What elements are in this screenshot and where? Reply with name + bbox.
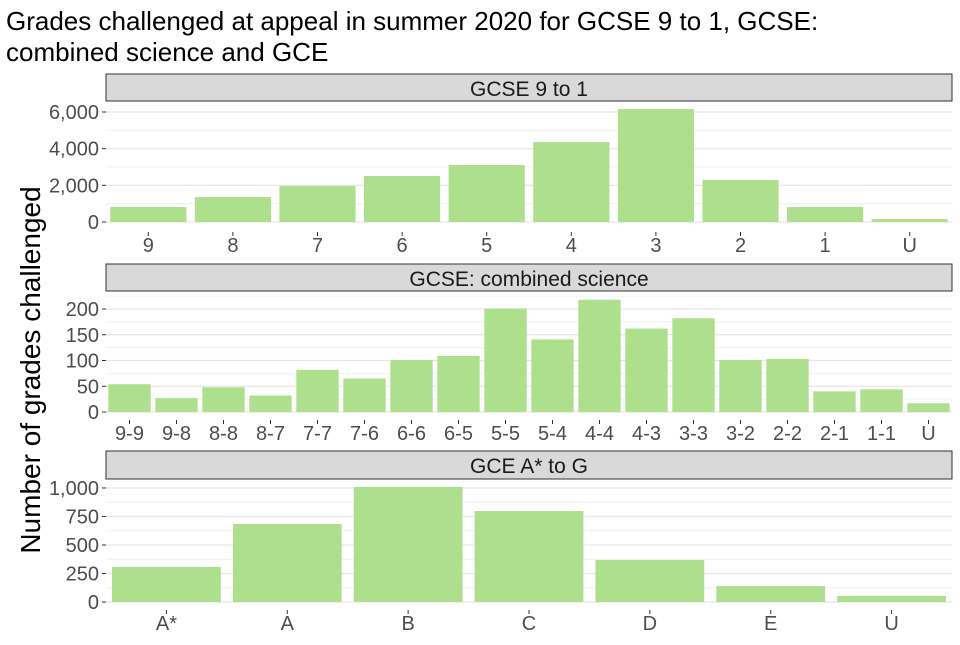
y-tick-label: 200	[66, 299, 99, 321]
bar-D	[595, 560, 705, 603]
x-tick-label: C	[522, 613, 536, 635]
x-tick-label: A*	[156, 613, 177, 635]
bar-4	[533, 142, 610, 223]
y-tick-label: 0	[88, 212, 99, 234]
y-axis-title: Number of grades challenged	[15, 186, 46, 553]
bar-B	[353, 486, 463, 603]
bar-8-8	[202, 387, 245, 413]
x-tick-label: 4-4	[585, 423, 614, 445]
x-tick-label: 9-8	[162, 423, 191, 445]
bar-U	[907, 403, 950, 413]
facet-strip	[105, 263, 953, 292]
y-tick-label: 2,000	[49, 175, 99, 197]
bar-9	[110, 206, 187, 223]
y-tick-label: 750	[66, 506, 99, 528]
y-tick-label: 50	[77, 376, 99, 398]
bar-C	[474, 511, 584, 603]
bar-5-4	[531, 339, 574, 413]
bar-7	[279, 186, 356, 223]
chart-title-line-1: Grades challenged at appeal in summer 20…	[6, 6, 818, 36]
x-tick-label: 1-1	[867, 423, 896, 445]
bar-9-9	[108, 384, 151, 413]
facet-strip	[105, 450, 953, 480]
bar-U	[871, 219, 948, 223]
bar-5	[448, 164, 525, 223]
x-tick-label: B	[401, 613, 414, 635]
y-tick-label: 500	[66, 535, 99, 557]
facet-title: GCSE: combined science	[409, 268, 648, 291]
bar-1	[787, 206, 864, 223]
facet-strip	[105, 73, 953, 102]
x-tick-label: 2	[735, 235, 746, 257]
x-tick-label: 8	[227, 235, 238, 257]
bar-U	[837, 595, 946, 603]
x-tick-label: 7-6	[350, 423, 379, 445]
bar-3	[617, 109, 694, 223]
x-tick-label: U	[902, 235, 916, 257]
x-tick-label: 3	[650, 235, 661, 257]
x-tick-label: E	[764, 613, 777, 635]
bar-5-5	[484, 308, 527, 413]
bar-6	[364, 175, 441, 223]
y-tick-label: 250	[66, 564, 99, 586]
x-tick-label: 4	[566, 235, 577, 257]
bar-8-7	[249, 395, 292, 413]
y-tick-label: 150	[66, 325, 99, 347]
x-tick-label: 5-5	[491, 423, 520, 445]
facet-panel-2: GCE A* to G 0 250 500 750 1,000 A* A B C D E U	[49, 450, 953, 635]
bar-6-5	[437, 355, 480, 413]
facet-title: GCSE 9 to 1	[470, 78, 588, 101]
bar-A	[232, 524, 342, 603]
bar-4-4	[578, 299, 621, 413]
bar-2-2	[766, 358, 809, 413]
x-tick-label: 7	[312, 235, 323, 257]
bar-4-3	[625, 328, 668, 413]
bar-3-2	[719, 359, 762, 413]
x-tick-label: D	[643, 613, 657, 635]
x-tick-label: U	[921, 423, 935, 445]
bar-7-6	[343, 378, 386, 413]
bar-A*	[112, 567, 221, 603]
x-tick-label: 2-1	[820, 423, 849, 445]
x-tick-label: 6-6	[397, 423, 426, 445]
chart-title-line-2: combined science and GCE	[6, 37, 328, 67]
y-tick-label: 1,000	[49, 478, 99, 500]
bar-1-1	[860, 389, 903, 413]
bar-3-3	[672, 318, 715, 413]
y-tick-label: 0	[88, 592, 99, 614]
bar-E	[716, 586, 826, 603]
x-tick-label: 8-8	[209, 423, 238, 445]
x-tick-label: 9	[143, 235, 154, 257]
facet-panel-1: GCSE: combined science 0 50 100 150 200 9-9 9-8…	[66, 263, 953, 445]
bar-8	[194, 197, 271, 223]
bar-2-1	[813, 391, 856, 413]
x-tick-label: 9-9	[115, 423, 144, 445]
x-tick-label: 2-2	[773, 423, 802, 445]
bar-2	[702, 180, 779, 223]
facet-panel-0: GCSE 9 to 1 0 2,000 4,000 6,000 9 8 7 6 5 4 3 2 1 U	[49, 73, 953, 257]
facet-title: GCE A* to G	[470, 455, 588, 478]
y-tick-label: 4,000	[49, 139, 99, 161]
x-tick-label: 4-3	[632, 423, 661, 445]
x-tick-label: U	[884, 613, 898, 635]
y-tick-label: 6,000	[49, 102, 99, 124]
x-tick-label: 5	[481, 235, 492, 257]
x-tick-label: 1	[820, 235, 831, 257]
x-tick-label: 6	[397, 235, 408, 257]
bar-7-7	[296, 369, 339, 413]
x-tick-label: 6-5	[444, 423, 473, 445]
x-tick-label: A	[281, 613, 295, 635]
x-tick-label: 7-7	[303, 423, 332, 445]
x-tick-label: 3-2	[726, 423, 755, 445]
bar-6-6	[390, 359, 433, 413]
y-tick-label: 0	[88, 402, 99, 424]
x-tick-label: 3-3	[679, 423, 708, 445]
x-tick-label: 5-4	[538, 423, 567, 445]
x-tick-label: 8-7	[256, 423, 285, 445]
bar-9-8	[155, 398, 198, 413]
y-tick-label: 100	[66, 351, 99, 373]
